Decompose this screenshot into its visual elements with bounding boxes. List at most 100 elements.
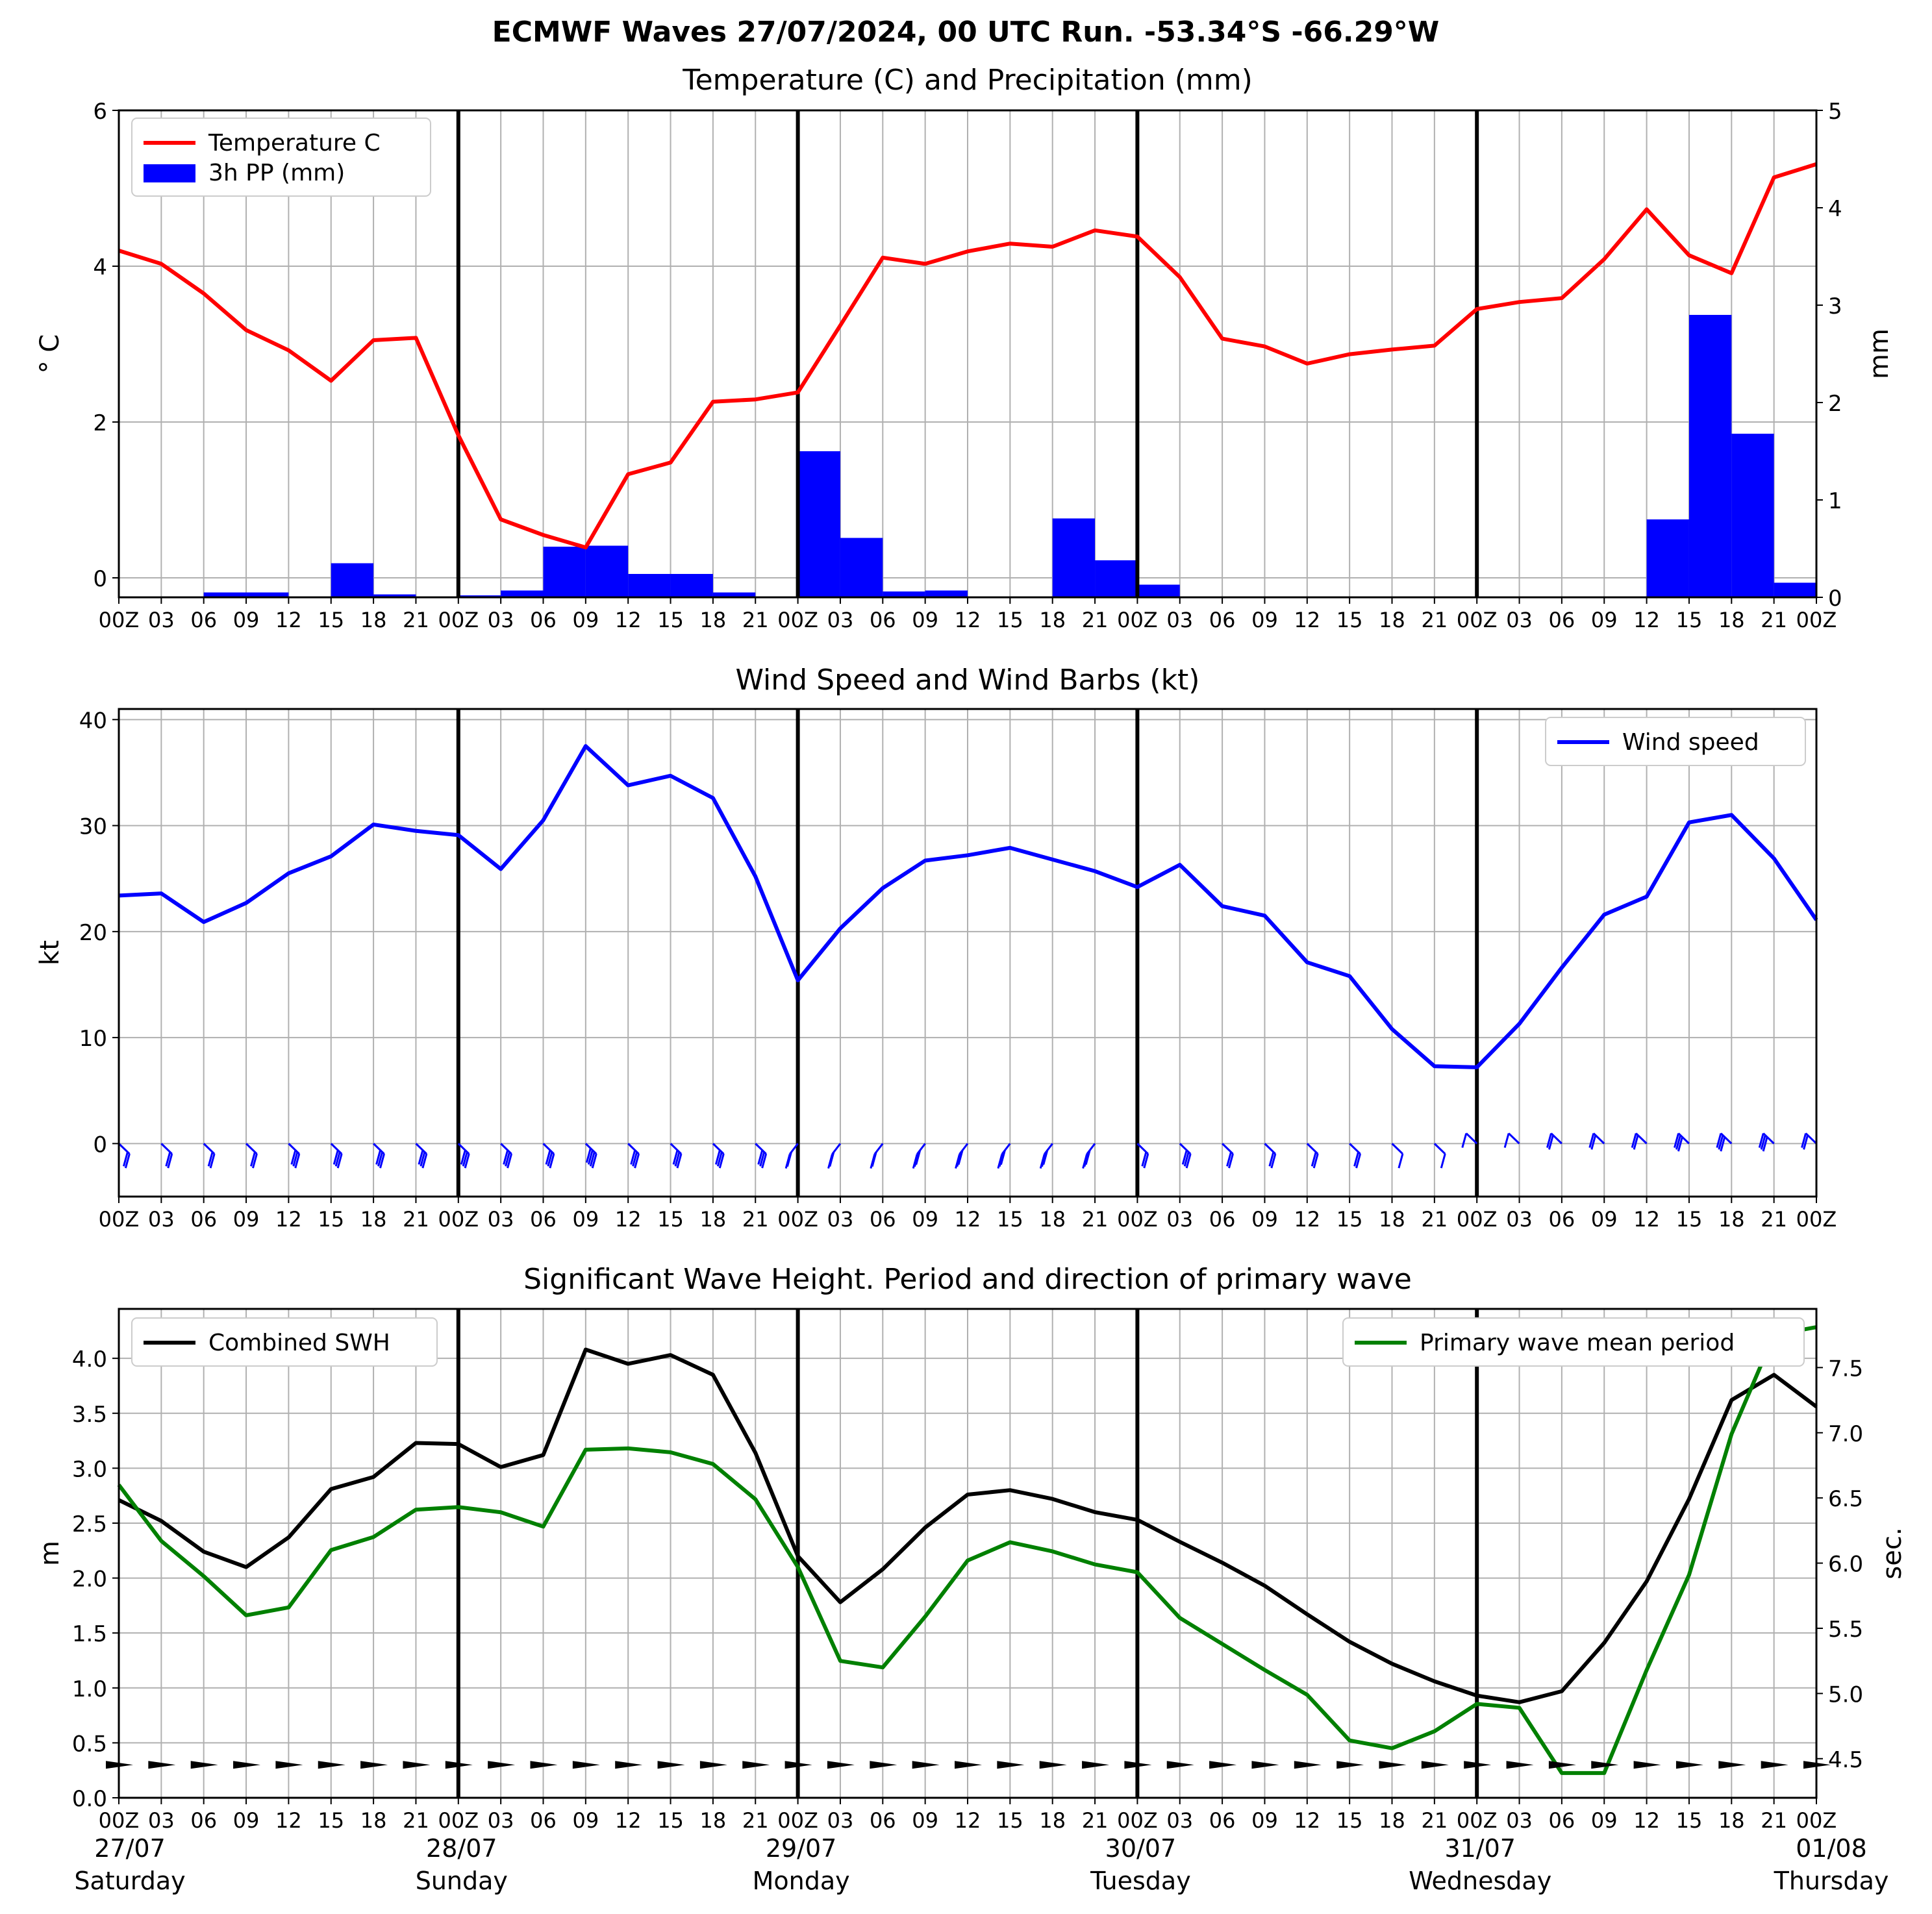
- wind-barb-flag: [418, 1150, 424, 1165]
- precip-bar: [840, 538, 883, 597]
- x-tick-label: 15: [657, 608, 684, 632]
- precip-bar: [203, 592, 247, 597]
- wind-barb-flag: [1758, 1133, 1764, 1148]
- series-line-wind-speed: [118, 744, 1818, 1069]
- x-tick-label: 06: [1209, 1808, 1236, 1833]
- subplot-title: Significant Wave Height. Period and dire…: [523, 1263, 1412, 1296]
- wind-barb-flag: [1590, 1135, 1597, 1150]
- wind-barb: [1592, 1132, 1605, 1145]
- x-tick-label: 09: [572, 1207, 599, 1232]
- wave-direction-arrow: [1124, 1761, 1152, 1769]
- wind-barb-flag: [1183, 1151, 1190, 1167]
- wind-barb-flag: [1677, 1136, 1683, 1152]
- y-tick-label: 1.0: [72, 1676, 107, 1702]
- wave-direction-arrow: [699, 1761, 727, 1769]
- wind-barb-flag: [292, 1151, 299, 1167]
- x-tick-label: 06: [530, 1808, 557, 1833]
- y2-tick-label: 2: [1828, 391, 1842, 417]
- wave-direction-arrow: [784, 1761, 812, 1769]
- precip-bar: [1137, 584, 1180, 597]
- wind-barb-flag: [672, 1150, 679, 1165]
- wind-barb: [1550, 1132, 1562, 1145]
- x-tick-label: 00Z: [1457, 1207, 1498, 1232]
- x-tick-label: 03: [148, 1207, 175, 1232]
- day-name: Wednesday: [1409, 1867, 1551, 1895]
- wave-direction-arrow: [530, 1761, 558, 1769]
- wave-direction-arrow: [1591, 1761, 1619, 1769]
- x-tick-label: 00Z: [1457, 608, 1498, 632]
- wave-direction-arrow: [1336, 1761, 1364, 1769]
- x-tick-label: 00Z: [1457, 1808, 1498, 1833]
- x-tick-label: 09: [912, 608, 938, 632]
- wind-barb-flag: [250, 1151, 256, 1167]
- y-axis-label: m: [35, 1541, 65, 1566]
- x-tick-label: 18: [360, 1207, 387, 1232]
- wind-barb-flag: [1311, 1151, 1317, 1167]
- x-tick-label: 09: [912, 1808, 938, 1833]
- x-tick-label: 15: [997, 608, 1023, 632]
- x-tick-label: 12: [275, 608, 302, 632]
- wind-barb-flag: [632, 1151, 638, 1167]
- wind-barb-flag: [420, 1151, 426, 1167]
- x-tick-label: 00Z: [99, 608, 140, 632]
- precip-bar: [373, 594, 416, 597]
- x-tick-label: 06: [870, 1207, 896, 1232]
- day-date: 29/07: [766, 1834, 837, 1863]
- y-tick-label: 2.5: [72, 1511, 107, 1537]
- x-tick-label: 06: [870, 608, 896, 632]
- x-tick-label: 09: [912, 1207, 938, 1232]
- x-tick-label: 00Z: [438, 1207, 479, 1232]
- wind-barb-flag: [786, 1152, 792, 1167]
- precip-bar: [1731, 434, 1774, 597]
- wind-barb: [1508, 1132, 1520, 1145]
- wave-direction-arrow: [1464, 1761, 1492, 1769]
- legend-swatch: [144, 164, 195, 182]
- wind-barb-flag: [1355, 1153, 1362, 1169]
- wind-barb-flag: [1226, 1151, 1233, 1167]
- day-date: 30/07: [1105, 1834, 1177, 1863]
- wave-direction-arrow: [1506, 1761, 1534, 1769]
- x-tick-label: 06: [1209, 608, 1236, 632]
- wind-barb-flag: [591, 1153, 597, 1169]
- y2-tick-label: 7.5: [1828, 1356, 1863, 1382]
- wave-direction-arrow: [1421, 1761, 1449, 1769]
- wind-barb-flag: [674, 1151, 681, 1167]
- x-tick-label: 21: [742, 608, 769, 632]
- y2-axis-label: mm: [1864, 329, 1894, 379]
- series-line-primary-wave-mean-period: [117, 1325, 1817, 1775]
- subplot-title: Wind Speed and Wind Barbs (kt): [736, 664, 1200, 697]
- x-tick-label: 03: [827, 608, 854, 632]
- legend: Combined SWH: [131, 1317, 438, 1367]
- wind-barb-flag: [957, 1150, 964, 1165]
- panel-2: Wind Speed and Wind Barbs (kt) 0 10 20 30 40 0…: [35, 664, 1837, 1232]
- legend-box: [131, 118, 431, 197]
- wind-barb-flag: [464, 1153, 470, 1169]
- x-tick-label: 18: [1718, 1808, 1745, 1833]
- day-date: 28/07: [426, 1834, 497, 1863]
- day-date: 31/07: [1444, 1834, 1516, 1863]
- wind-barb-flag: [252, 1153, 258, 1169]
- wind-barb-flag: [718, 1153, 725, 1169]
- wind-barb-flag: [1353, 1151, 1360, 1167]
- wave-direction-arrow: [1718, 1761, 1746, 1769]
- x-tick-label: 06: [190, 1207, 217, 1232]
- x-tick-label: 12: [615, 608, 642, 632]
- wind-barb: [1677, 1132, 1690, 1145]
- wind-barb-flag: [1718, 1135, 1724, 1150]
- x-tick-label: 12: [1633, 1808, 1660, 1833]
- y-tick-label: 40: [79, 708, 107, 734]
- wave-direction-arrow: [1251, 1761, 1279, 1769]
- wave-direction-arrow: [275, 1761, 303, 1769]
- wind-barb-flag: [1141, 1151, 1148, 1167]
- x-tick-label: 21: [1421, 608, 1448, 632]
- wind-barb-flag: [334, 1151, 341, 1167]
- precip-bar: [797, 451, 840, 597]
- x-tick-label: 03: [1166, 1808, 1193, 1833]
- x-tick-label: 03: [1166, 608, 1193, 632]
- wind-barb-flag: [165, 1151, 171, 1167]
- wind-barb-flag: [209, 1153, 216, 1169]
- y-tick-label: 3.0: [72, 1456, 107, 1482]
- wind-barb: [1720, 1132, 1733, 1145]
- wind-barb: [1805, 1132, 1818, 1145]
- x-tick-label: 09: [572, 1808, 599, 1833]
